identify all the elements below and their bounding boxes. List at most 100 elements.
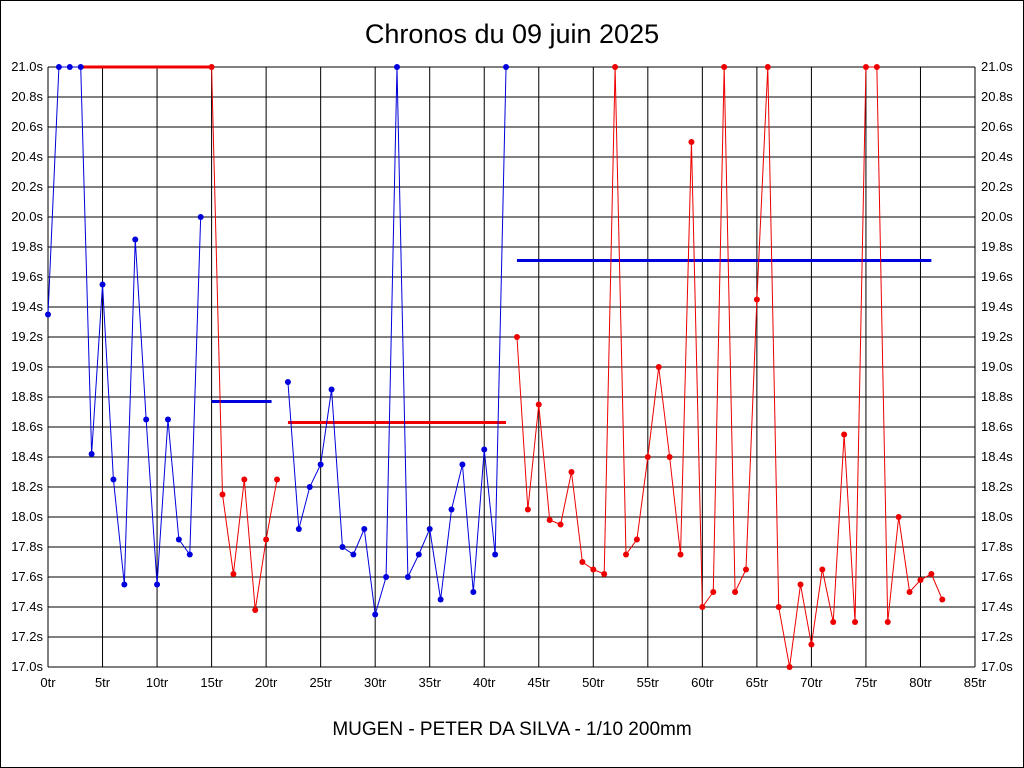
run-4-red-laps-marker xyxy=(590,566,597,573)
run-4-red-laps-marker xyxy=(557,521,564,528)
run-4-red-laps-marker xyxy=(524,506,531,513)
run-3-blue-laps-marker xyxy=(372,611,379,618)
run-3-blue-laps-marker xyxy=(295,526,302,532)
run-1-blue-laps-marker xyxy=(99,281,106,288)
run-4-red-laps-marker xyxy=(862,64,869,70)
chart-subtitle: MUGEN - PETER DA SILVA - 1/10 200mm xyxy=(332,719,692,740)
run-2-red-laps xyxy=(208,64,281,613)
run-3-blue-laps-marker xyxy=(350,551,357,558)
run-4-red-laps-marker xyxy=(535,401,542,408)
run-4-red-laps-marker xyxy=(830,619,837,625)
y-tick-label-left: 18.4s xyxy=(11,449,43,464)
run-1-blue-laps-marker xyxy=(164,416,171,423)
y-tick-label-left: 20.0s xyxy=(11,209,43,224)
y-tick-label-right: 21.0s xyxy=(981,59,1013,74)
run-4-red-laps-marker xyxy=(721,64,728,70)
run-1-blue-laps-marker xyxy=(154,581,161,588)
run-2-red-laps-marker xyxy=(252,607,259,613)
run-2-red-laps-marker xyxy=(208,64,215,70)
run-4-red-laps-marker xyxy=(655,364,662,370)
run-4-red-laps-marker xyxy=(732,589,739,595)
y-tick-label-left: 17.6s xyxy=(11,569,43,584)
x-tick-label: 55tr xyxy=(637,675,660,690)
run-2-red-laps-line xyxy=(211,66,278,611)
run-1-blue-laps-marker xyxy=(66,64,73,70)
run-4-red-laps-marker xyxy=(623,551,630,558)
run-2-red-laps-marker xyxy=(263,536,270,543)
run-3-blue-laps-marker xyxy=(404,574,411,580)
run-1-blue-laps-marker xyxy=(77,64,84,70)
y-tick-label-left: 19.6s xyxy=(11,269,43,284)
run-4-red-laps-marker xyxy=(917,577,924,583)
y-tick-label-left: 21.0s xyxy=(11,59,43,74)
y-tick-label-left: 18.0s xyxy=(11,509,43,524)
run-3-blue-laps-marker xyxy=(339,544,346,550)
run-4-red-laps xyxy=(513,64,946,670)
x-tick-label: 15tr xyxy=(200,675,223,690)
x-tick-label: 45tr xyxy=(528,675,551,690)
run-1-blue-laps-marker xyxy=(132,236,139,243)
run-1-blue-laps-marker xyxy=(197,214,204,220)
run-4-red-laps-marker xyxy=(710,589,717,595)
y-tick-label-left: 20.4s xyxy=(11,149,43,164)
run-4-red-laps-marker xyxy=(644,454,651,460)
x-tick-label: 10tr xyxy=(146,675,169,690)
run-4-red-laps-line xyxy=(516,66,943,668)
run-3-blue-laps xyxy=(284,64,510,618)
y-tick-label-right: 19.2s xyxy=(981,329,1013,344)
run-4-red-laps-marker xyxy=(612,64,619,70)
x-tick-label: 85tr xyxy=(964,675,987,690)
run-4-red-laps-marker xyxy=(513,334,520,340)
run-3-blue-laps-marker xyxy=(448,506,455,513)
run-4-red-laps-marker xyxy=(884,619,891,625)
run-4-red-laps-marker xyxy=(906,589,913,595)
y-tick-label-left: 20.8s xyxy=(11,89,43,104)
run-4-red-laps-marker xyxy=(546,517,553,523)
run-4-red-laps-marker xyxy=(775,604,782,610)
run-1-blue-laps-marker xyxy=(186,551,193,558)
y-tick-label-right: 20.2s xyxy=(981,179,1013,194)
run-4-red-laps-marker xyxy=(841,431,848,438)
run-3-blue-laps-marker xyxy=(481,446,488,453)
y-tick-label-right: 20.0s xyxy=(981,209,1013,224)
run-4-red-laps-marker xyxy=(928,571,935,577)
x-tick-label: 70tr xyxy=(800,675,823,690)
x-tick-label: 80tr xyxy=(909,675,932,690)
y-tick-label-right: 20.8s xyxy=(981,89,1013,104)
run-3-blue-laps-marker xyxy=(328,386,335,393)
y-tick-label-left: 20.6s xyxy=(11,119,43,134)
run-1-blue-laps-marker xyxy=(55,64,62,70)
run-3-blue-laps-marker xyxy=(492,551,499,558)
page-title: Chronos du 09 juin 2025 xyxy=(364,19,660,49)
y-tick-label-left: 18.6s xyxy=(11,419,43,434)
run-4-red-laps-marker xyxy=(688,139,695,145)
y-tick-label-left: 18.2s xyxy=(11,479,43,494)
y-tick-label-right: 19.8s xyxy=(981,239,1013,254)
y-tick-label-left: 17.4s xyxy=(11,599,43,614)
run-1-blue-laps-marker xyxy=(121,581,128,588)
y-tick-label-left: 18.8s xyxy=(11,389,43,404)
run-4-red-laps-marker xyxy=(677,551,684,558)
y-tick-label-right: 17.4s xyxy=(981,599,1013,614)
run-3-blue-laps-marker xyxy=(426,526,433,532)
run-1-blue-laps-line xyxy=(47,66,202,585)
y-tick-label-right: 20.4s xyxy=(981,149,1013,164)
run-1-blue-laps-marker xyxy=(88,451,95,457)
y-tick-label-right: 17.8s xyxy=(981,539,1013,554)
run-3-blue-laps-marker xyxy=(470,589,477,595)
run-1-blue-laps-marker xyxy=(175,536,182,543)
run-4-red-laps-marker xyxy=(742,566,749,573)
x-tick-label: 0tr xyxy=(40,675,56,690)
y-tick-label-right: 19.4s xyxy=(981,299,1013,314)
y-tick-label-left: 17.8s xyxy=(11,539,43,554)
run-1-blue-laps xyxy=(45,64,204,588)
run-2-red-laps-marker xyxy=(241,476,248,483)
run-4-red-laps-marker xyxy=(699,604,706,610)
run-3-blue-laps-marker xyxy=(306,484,313,490)
y-tick-label-left: 17.0s xyxy=(11,659,43,674)
axis-labels: 21.0s 21.0s 20.8s 20.8s 20.6s 20.6s 20.4s 20.4s… xyxy=(11,59,1013,690)
run-4-red-laps-marker xyxy=(764,64,771,70)
y-tick-label-right: 18.2s xyxy=(981,479,1013,494)
